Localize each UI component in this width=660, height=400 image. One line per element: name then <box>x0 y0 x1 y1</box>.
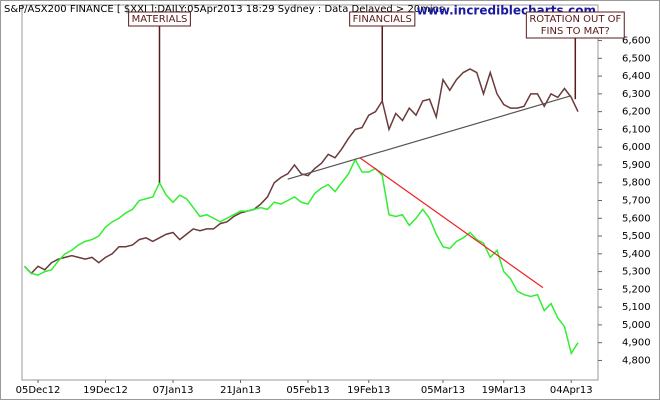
y-tick-label: 5,700 <box>622 195 651 206</box>
x-tick-label: 21Jan13 <box>220 385 261 396</box>
annotation-text: ROTATION OUT OF <box>529 14 621 25</box>
y-tick-label: 5,900 <box>622 160 651 171</box>
x-tick-label: 05Dec12 <box>16 385 61 396</box>
x-tick-label: 05Mar13 <box>421 385 465 396</box>
plot-area <box>21 4 599 381</box>
annotation-text: FINANCIALS <box>353 14 412 25</box>
y-tick-label: 6,400 <box>622 71 651 82</box>
x-tick-label: 19Feb13 <box>347 385 390 396</box>
y-tick-label: 5,400 <box>622 249 651 260</box>
x-tick-label: 19Dec12 <box>83 385 128 396</box>
y-tick-label: 4,800 <box>622 355 651 366</box>
y-tick-label: 6,200 <box>622 107 651 118</box>
annotation-box <box>525 11 625 39</box>
y-tick-label: 5,500 <box>622 231 651 242</box>
annotation-text: FINS TO MAT? <box>541 26 610 37</box>
annotation-text: MATERIALS <box>132 14 188 25</box>
y-tick-label: 5,800 <box>622 178 651 189</box>
y-tick-label: 6,100 <box>622 124 651 135</box>
trend-line <box>359 157 544 289</box>
y-tick-label: 5,300 <box>622 267 651 278</box>
y-tick-label: 5,200 <box>622 284 651 295</box>
annotation: MATERIALS <box>128 11 191 183</box>
series-line <box>23 68 579 275</box>
series-line <box>23 157 579 356</box>
y-tick-label: 5,100 <box>622 302 651 313</box>
y-tick-label: 5,600 <box>622 213 651 224</box>
x-tick-label: 19Mar13 <box>482 385 526 396</box>
annotation: FINANCIALS <box>349 11 416 101</box>
chart-title: S&P/ASX200 FINANCE [ $XXJ ]:DAILY:05Apr2… <box>4 4 444 15</box>
y-tick-label: 6,500 <box>622 53 651 64</box>
y-tick-label: 6,600 <box>622 36 651 47</box>
y-tick-label: 6,300 <box>622 89 651 100</box>
y-tick-label: 6,000 <box>622 142 651 153</box>
x-tick-label: 05Feb13 <box>286 385 329 396</box>
trend-line <box>287 95 572 180</box>
y-tick-label: 4,900 <box>622 338 651 349</box>
x-tick-label: 07Jan13 <box>153 385 194 396</box>
x-tick-label: 04Apr13 <box>550 385 593 396</box>
y-tick-label: 5,000 <box>622 320 651 331</box>
